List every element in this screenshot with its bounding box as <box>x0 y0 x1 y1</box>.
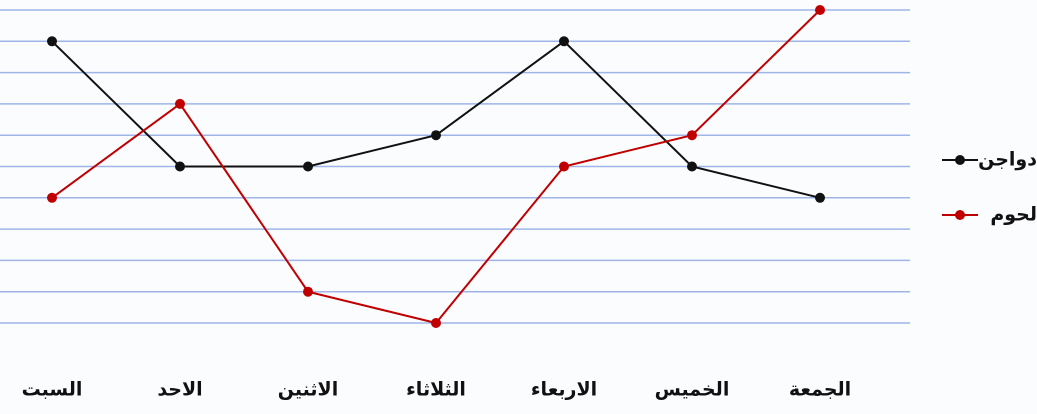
chart: السبت الاحد الاثنين الثلاثاء الاربعاء الخميس ا… <box>0 0 1037 414</box>
x-tick-label: السبت <box>22 379 83 401</box>
legend-label: لحوم <box>990 204 1037 226</box>
point <box>687 130 697 140</box>
series-line <box>52 41 820 198</box>
point <box>431 130 441 140</box>
point <box>47 36 57 46</box>
point <box>47 193 57 203</box>
legend-marker <box>955 210 965 220</box>
x-tick-label: الاثنين <box>278 379 338 401</box>
point <box>559 36 569 46</box>
point <box>303 162 313 172</box>
point <box>559 162 569 172</box>
point <box>687 162 697 172</box>
point <box>303 287 313 297</box>
x-tick-label: الاربعاء <box>531 379 597 401</box>
legend-marker <box>955 155 965 165</box>
x-tick-label: الاحد <box>157 379 202 401</box>
x-tick-label: الثلاثاء <box>406 379 466 401</box>
point <box>815 193 825 203</box>
legend-label: دواجن <box>978 149 1037 171</box>
x-tick-label: الخميس <box>655 379 730 401</box>
point <box>815 5 825 15</box>
point <box>431 318 441 328</box>
page: {"chart_data": {"type": "line", "categor… <box>0 0 1037 414</box>
point <box>175 99 185 109</box>
x-tick-label: الجمعة <box>789 379 851 401</box>
point <box>175 162 185 172</box>
